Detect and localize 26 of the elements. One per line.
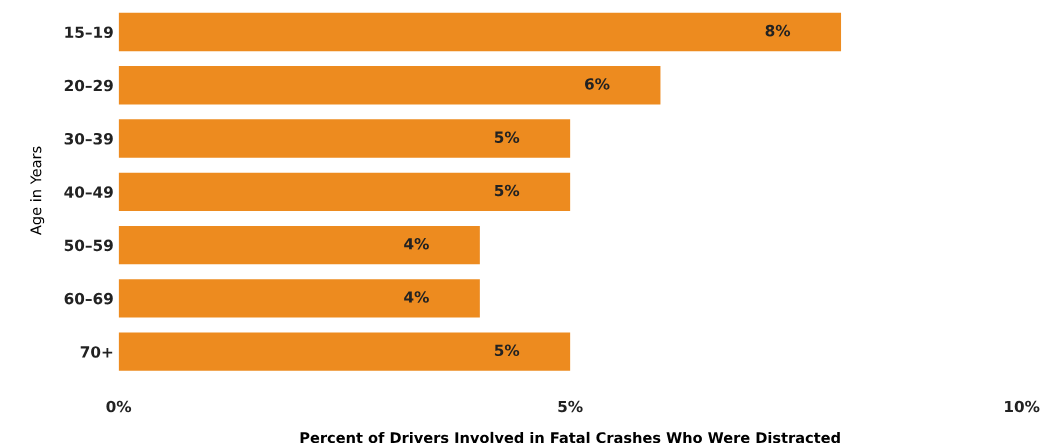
bar xyxy=(118,172,571,211)
data-label: 8% xyxy=(765,24,791,37)
y-tick-label: 60–69 xyxy=(64,292,113,305)
bar xyxy=(118,66,661,105)
y-tick-label: 50–59 xyxy=(64,239,113,252)
bar xyxy=(118,119,571,158)
bar xyxy=(118,225,480,265)
x-tick-label: 0% xyxy=(106,400,132,413)
data-label: 6% xyxy=(585,78,610,90)
y-tick-label: 20–29 xyxy=(64,79,113,92)
y-axis-title: Age in Years xyxy=(30,146,45,235)
x-tick-label: 5% xyxy=(558,400,583,413)
data-label: 4% xyxy=(404,291,429,303)
y-tick-label: 70+ xyxy=(80,346,113,358)
y-tick-label: 40–49 xyxy=(64,186,113,198)
x-tick-label: 10% xyxy=(1005,400,1040,413)
data-label: 5% xyxy=(494,344,520,357)
y-tick-label: 30–39 xyxy=(64,133,113,145)
bar xyxy=(118,332,571,371)
bar xyxy=(118,279,480,318)
data-label: 4% xyxy=(404,237,429,250)
data-label: 5% xyxy=(494,131,520,143)
x-axis-title: Percent of Drivers Involved in Fatal Crashes Who Were Distracted xyxy=(300,431,840,443)
data-label: 5% xyxy=(494,184,520,197)
bar xyxy=(118,12,842,52)
y-tick-label: 15–19 xyxy=(65,26,113,38)
